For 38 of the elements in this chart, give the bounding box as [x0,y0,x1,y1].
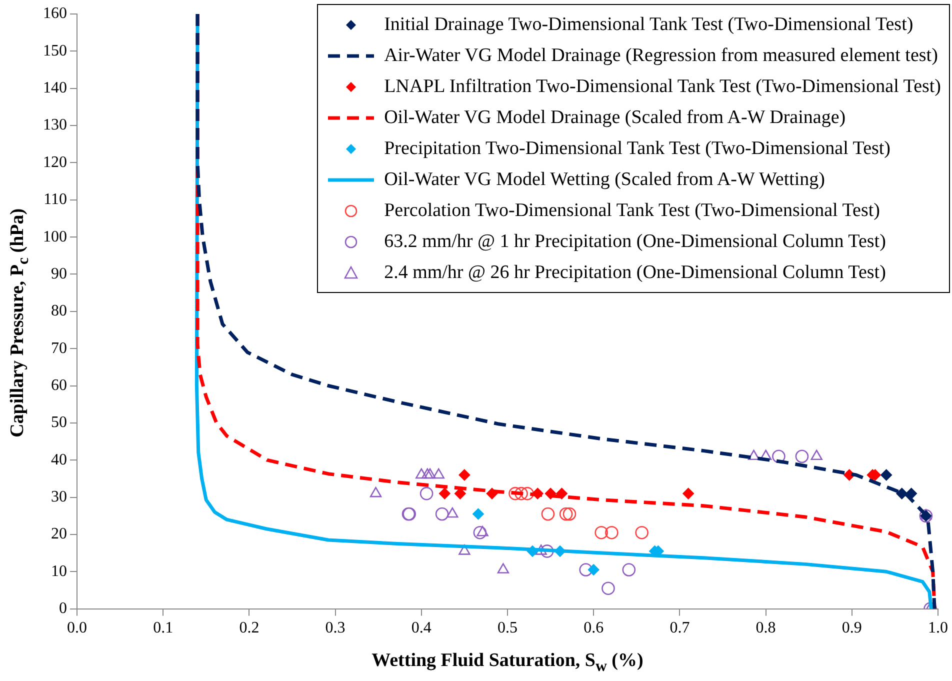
y-tick-label: 60 [51,376,67,394]
x-tick-label: 0.4 [411,620,432,637]
y-tick-label: 110 [44,191,67,208]
y-tick-label: 100 [43,228,67,246]
x-tick-label: 0.0 [67,620,87,637]
legend-label: 2.4 mm/hr @ 26 hr Precipitation (One-Dimensional Column Test) [384,262,886,284]
x-axis-title: Wetting Fluid Saturation, S$_{w}$ (%) [370,650,644,676]
x-tick-label: 0.7 [670,620,690,637]
y-tick-label: 80 [51,302,67,320]
y-tick-label: 120 [43,154,67,171]
y-tick-label: 50 [51,414,67,432]
x-tick-label: 0.3 [325,620,346,637]
x-tick-label: 0.9 [842,620,862,637]
x-tick-label: 0.8 [756,620,776,637]
legend-label: Percolation Two-Dimensional Tank Test (Two-Dimensional Test) [384,200,880,222]
legend-label: Initial Drainage Two-Dimensional Tank Test (Two-Dimensional Test) [384,14,914,36]
legend-label: Oil-Water VG Model Drainage (Scaled from A-W Drainage) [384,106,846,128]
y-tick-label: 40 [51,451,67,468]
legend-label: LNAPL Infiltration Two-Dimensional Tank Test (Two-Dimensional Test) [384,76,941,98]
y-tick-label: 130 [43,116,67,134]
y-tick-label: 90 [51,265,67,282]
y-tick-label: 10 [51,562,67,580]
legend-label: Precipitation Two-Dimensional Tank Test (Two-Dimensional Test) [384,138,891,160]
x-tick-label: 0.6 [584,620,604,637]
legend-label: Air-Water VG Model Drainage (Regression from measured element test) [384,44,938,66]
y-tick-label: 70 [51,340,67,357]
x-tick-label: 0.1 [153,620,174,637]
x-tick-label: 0.2 [239,620,260,637]
legend-label: Oil-Water VG Model Wetting (Scaled from A-W Wetting) [384,168,826,190]
legend-label: 63.2 mm/hr @ 1 hr Precipitation (One-Dimensional Column Test) [384,230,886,252]
x-tick-label: 0.5 [498,620,518,637]
y-tick-label: 0 [59,600,67,618]
y-tick-label: 140 [43,80,67,97]
y-tick-label: 160 [43,5,67,22]
y-tick-label: 30 [51,488,67,506]
y-tick-label: 150 [43,42,67,60]
y-tick-label: 20 [51,526,67,543]
x-tick-label: 1.0 [928,620,948,637]
